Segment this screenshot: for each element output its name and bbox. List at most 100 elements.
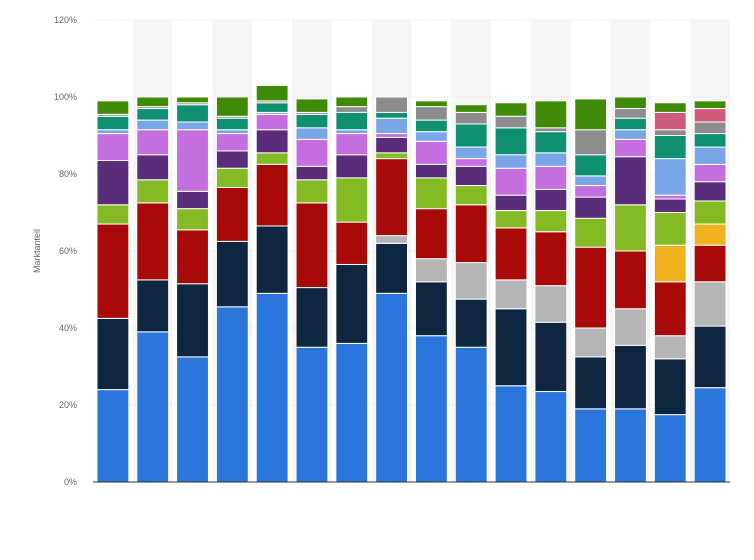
bar-segment[interactable] <box>295 202 329 289</box>
bar-segment[interactable] <box>295 179 329 204</box>
bar-segment[interactable] <box>494 385 528 483</box>
bar-segment[interactable] <box>176 208 209 231</box>
bar-segment[interactable] <box>454 123 488 148</box>
bar-segment[interactable] <box>96 223 130 319</box>
bar-segment[interactable] <box>574 98 608 131</box>
bar-11[interactable] <box>494 102 528 483</box>
bar-segment[interactable] <box>414 208 448 260</box>
bar-5[interactable] <box>255 84 289 483</box>
bar-segment[interactable] <box>693 121 727 135</box>
bar-segment[interactable] <box>414 140 448 165</box>
bar-segment[interactable] <box>136 154 170 181</box>
bar-segment[interactable] <box>335 221 369 265</box>
bar-segment[interactable] <box>176 104 209 123</box>
bar-segment[interactable] <box>215 240 249 308</box>
bar-segment[interactable] <box>534 231 568 287</box>
bar-segment[interactable] <box>215 96 249 117</box>
bar-segment[interactable] <box>176 121 209 131</box>
bar-segment[interactable] <box>295 113 329 129</box>
bar-segment[interactable] <box>215 129 249 135</box>
bar-segment[interactable] <box>494 194 528 212</box>
bar-segment[interactable] <box>215 167 249 188</box>
bar-segment[interactable] <box>215 306 249 483</box>
bar-segment[interactable] <box>494 227 528 281</box>
bar-segment[interactable] <box>653 358 687 416</box>
bar-segment[interactable] <box>136 96 170 108</box>
bar-segment[interactable] <box>574 185 608 198</box>
bar-segment[interactable] <box>534 100 568 129</box>
bar-segment[interactable] <box>494 102 528 117</box>
bar-10[interactable] <box>454 104 488 483</box>
bar-segment[interactable] <box>136 119 170 131</box>
bar-segment[interactable] <box>614 344 647 410</box>
bar-segment[interactable] <box>534 127 568 133</box>
bar-segment[interactable] <box>255 292 289 483</box>
bar-segment[interactable] <box>335 154 369 179</box>
bar-segment[interactable] <box>335 111 369 131</box>
bar-segment[interactable] <box>335 342 369 483</box>
bar-3[interactable] <box>176 96 209 483</box>
bar-segment[interactable] <box>534 285 568 323</box>
bar-segment[interactable] <box>375 117 409 135</box>
bar-segment[interactable] <box>295 287 329 348</box>
bar-segment[interactable] <box>215 117 249 131</box>
bar-segment[interactable] <box>375 136 409 154</box>
bar-segment[interactable] <box>454 346 488 483</box>
bar-segment[interactable] <box>574 327 608 358</box>
bar-segment[interactable] <box>335 263 369 344</box>
bar-segment[interactable] <box>653 198 687 213</box>
bar-6[interactable] <box>295 98 329 483</box>
bar-segment[interactable] <box>136 279 170 333</box>
bar-segment[interactable] <box>176 190 209 210</box>
bar-segment[interactable] <box>215 186 249 242</box>
bar-segment[interactable] <box>454 262 488 300</box>
bar-segment[interactable] <box>574 129 608 156</box>
bar-segment[interactable] <box>335 129 369 135</box>
bar-segment[interactable] <box>215 150 249 169</box>
bar-segment[interactable] <box>454 158 488 167</box>
bar-segment[interactable] <box>614 250 647 310</box>
bar-segment[interactable] <box>255 84 289 102</box>
bar-segment[interactable] <box>693 146 727 165</box>
bar-segment[interactable] <box>693 387 727 483</box>
bar-segment[interactable] <box>96 204 130 225</box>
bar-segment[interactable] <box>295 165 329 181</box>
bar-segment[interactable] <box>295 346 329 483</box>
bar-segment[interactable] <box>653 194 687 200</box>
bar-segment[interactable] <box>494 115 528 129</box>
bar-segment[interactable] <box>574 246 608 329</box>
bar-segment[interactable] <box>414 177 448 210</box>
bar-segment[interactable] <box>375 96 409 113</box>
bar-15[interactable] <box>653 102 687 483</box>
bar-segment[interactable] <box>534 152 568 167</box>
bar-segment[interactable] <box>574 356 608 410</box>
bar-segment[interactable] <box>614 96 647 110</box>
bar-segment[interactable] <box>494 308 528 387</box>
bar-segment[interactable] <box>375 235 409 244</box>
bar-segment[interactable] <box>414 258 448 283</box>
bar-segment[interactable] <box>255 102 289 113</box>
bar-segment[interactable] <box>693 325 727 389</box>
bar-13[interactable] <box>574 98 608 483</box>
bar-8[interactable] <box>375 96 409 483</box>
bar-segment[interactable] <box>136 331 170 483</box>
bar-segment[interactable] <box>653 244 687 283</box>
bar-segment[interactable] <box>454 165 488 187</box>
bar-16[interactable] <box>693 100 727 483</box>
bar-segment[interactable] <box>96 129 130 135</box>
bar-segment[interactable] <box>614 204 647 252</box>
bar-segment[interactable] <box>375 111 409 119</box>
bar-segment[interactable] <box>96 133 130 162</box>
bar-segment[interactable] <box>295 127 329 140</box>
bar-2[interactable] <box>136 96 170 483</box>
bar-segment[interactable] <box>693 100 727 110</box>
bar-segment[interactable] <box>255 163 289 227</box>
bar-segment[interactable] <box>534 391 568 483</box>
bar-14[interactable] <box>614 96 647 483</box>
bar-segment[interactable] <box>215 133 249 152</box>
bar-segment[interactable] <box>414 163 448 179</box>
bar-segment[interactable] <box>534 321 568 393</box>
bar-segment[interactable] <box>414 131 448 142</box>
bar-segment[interactable] <box>653 212 687 246</box>
bar-segment[interactable] <box>534 210 568 233</box>
